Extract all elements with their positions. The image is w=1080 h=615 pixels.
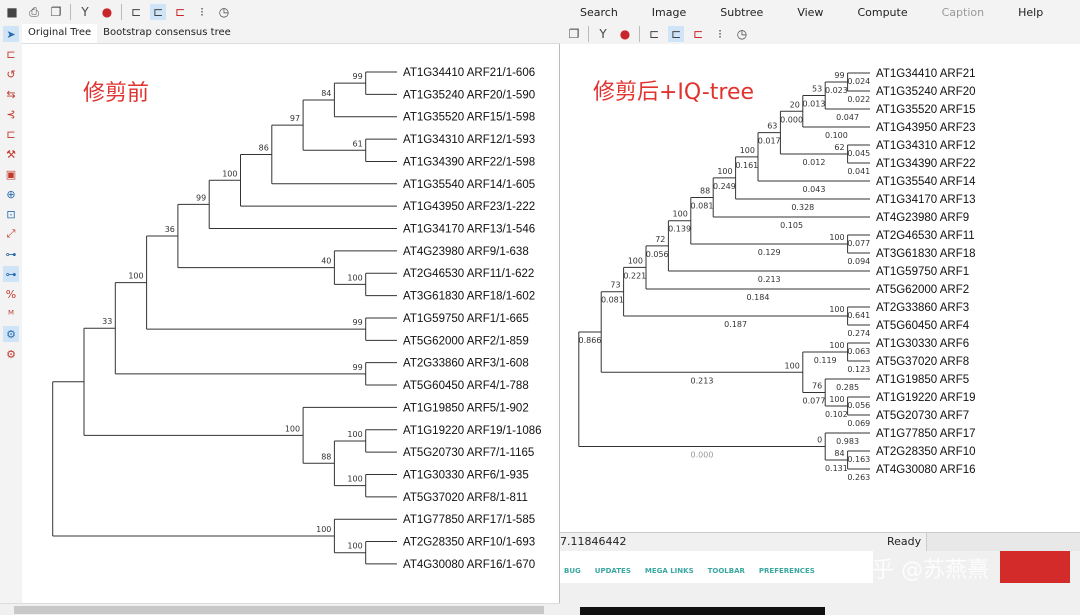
options-icon[interactable]: Y bbox=[599, 27, 607, 41]
menu-compute[interactable]: Compute bbox=[857, 6, 908, 19]
options-icon[interactable]: Y bbox=[81, 5, 89, 19]
save-icon[interactable]: ■ bbox=[6, 5, 18, 19]
divider bbox=[588, 26, 589, 42]
menu-bar: Search Image Subtree View Compute Captio… bbox=[560, 0, 1080, 26]
divider bbox=[639, 26, 640, 42]
watermark-red-block bbox=[1000, 551, 1070, 583]
info-icon[interactable]: ● bbox=[619, 27, 631, 41]
tree-style-3-icon[interactable]: ⊏ bbox=[692, 27, 704, 41]
tree-style-1-icon[interactable]: ⊏ bbox=[130, 5, 142, 19]
resize-icon[interactable]: ⤢ bbox=[6, 227, 16, 240]
tree-tabs: Original Tree Bootstrap consensus tree bbox=[22, 24, 560, 44]
menu-help[interactable]: Help bbox=[1018, 6, 1044, 19]
zoom-icon[interactable]: ⊕ bbox=[6, 187, 16, 201]
percent-icon[interactable]: % bbox=[5, 287, 17, 301]
menu-image[interactable]: Image bbox=[651, 6, 687, 19]
preferences-link[interactable]: PREFERENCES bbox=[758, 567, 815, 575]
tab-bootstrap-consensus-tree[interactable]: Bootstrap consensus tree bbox=[103, 27, 231, 38]
fit-icon[interactable]: ⊡ bbox=[6, 207, 16, 221]
menu-caption: Caption bbox=[941, 6, 985, 19]
branch-icon[interactable]: ⊶ bbox=[3, 266, 19, 282]
status-ready: Ready bbox=[887, 535, 922, 548]
status-value: 7.11846442 bbox=[560, 535, 627, 548]
toolbar-link[interactable]: TOOLBAR bbox=[707, 567, 745, 575]
mega-links-link[interactable]: MEGA LINKS bbox=[644, 567, 694, 575]
node-icon[interactable]: ⁝ bbox=[200, 5, 204, 19]
right-tree-canvas[interactable]: 修剪后+IQ-tree bbox=[560, 44, 1080, 532]
tab-original-tree[interactable]: Original Tree bbox=[22, 24, 98, 43]
gear-icon[interactable]: ⚙ bbox=[6, 347, 16, 361]
search-box-icon[interactable]: ▣ bbox=[5, 167, 17, 181]
right-mega-window: Search Image Subtree View Compute Captio… bbox=[560, 0, 1080, 615]
print-icon[interactable]: ⎙ bbox=[29, 4, 39, 19]
clock-icon[interactable]: ◷ bbox=[218, 5, 230, 19]
flip-subtree-icon[interactable]: ⊏ bbox=[6, 47, 16, 61]
divider bbox=[121, 4, 122, 20]
tree-style-3-icon[interactable]: ⊏ bbox=[174, 5, 186, 19]
right-toolbar: ❐ Y ● ⊏ ⊏ ⊏ ⁝ ◷ bbox=[560, 24, 1080, 44]
tree-style-1-icon[interactable]: ⊏ bbox=[648, 27, 660, 41]
tree-style-2-icon[interactable]: ⊏ bbox=[668, 26, 684, 42]
subtree-icon[interactable]: ⊏ bbox=[6, 127, 16, 141]
tree-style-2-icon[interactable]: ⊏ bbox=[150, 4, 166, 20]
hammer-icon[interactable]: ⚒ bbox=[6, 147, 16, 161]
info-icon[interactable]: ● bbox=[101, 5, 113, 19]
copy-icon[interactable]: ❐ bbox=[50, 5, 62, 19]
background-dark-bar bbox=[580, 607, 825, 615]
updates-link[interactable]: UPDATES bbox=[594, 567, 631, 575]
menu-subtree[interactable]: Subtree bbox=[720, 6, 764, 19]
bug-link[interactable]: BUG bbox=[564, 567, 581, 575]
status-bar: 7.11846442 Ready bbox=[560, 532, 1080, 551]
progress-area bbox=[926, 533, 1080, 551]
menu-search[interactable]: Search bbox=[580, 6, 618, 19]
pointer-icon[interactable]: ➤ bbox=[3, 26, 19, 42]
left-toolbar: ■ ⎙ ❐ Y ● ⊏ ⊏ ⊏ ⁝ ◷ bbox=[0, 0, 560, 24]
scrollbar-thumb[interactable] bbox=[14, 606, 544, 614]
length-icon[interactable]: ᴹ bbox=[8, 307, 14, 321]
swap-icon[interactable]: ↺ bbox=[6, 67, 16, 81]
left-side-toolbar: ➤ ⊏ ↺ ⇆ ⊰ ⊏ ⚒ ▣ ⊕ ⊡ ⤢ ⊶ ⊶ % ᴹ ⚙ ⚙ bbox=[0, 24, 22, 604]
gear-tree-icon[interactable]: ⚙ bbox=[3, 326, 19, 342]
node-icon[interactable]: ⁝ bbox=[718, 27, 722, 41]
left-mega-window: ■ ⎙ ❐ Y ● ⊏ ⊏ ⊏ ⁝ ◷ Original Tree Bootst… bbox=[0, 0, 560, 615]
topology-icon[interactable]: ⊶ bbox=[5, 247, 17, 261]
copy-icon[interactable]: ❐ bbox=[568, 27, 580, 41]
background-app-strip: BUG UPDATES MEGA LINKS TOOLBAR PREFERENC… bbox=[560, 551, 873, 583]
annotation-after-trim: 修剪后+IQ-tree bbox=[593, 80, 755, 105]
menu-view[interactable]: View bbox=[797, 6, 824, 19]
clock-icon[interactable]: ◷ bbox=[736, 27, 748, 41]
compress-icon[interactable]: ⇆ bbox=[6, 87, 16, 101]
horizontal-scrollbar[interactable] bbox=[0, 603, 560, 615]
root-icon[interactable]: ⊰ bbox=[6, 107, 16, 121]
divider bbox=[70, 4, 71, 20]
watermark: 知乎 @苏燕熹 bbox=[850, 558, 989, 583]
annotation-before-trim: 修剪前 bbox=[83, 81, 150, 106]
